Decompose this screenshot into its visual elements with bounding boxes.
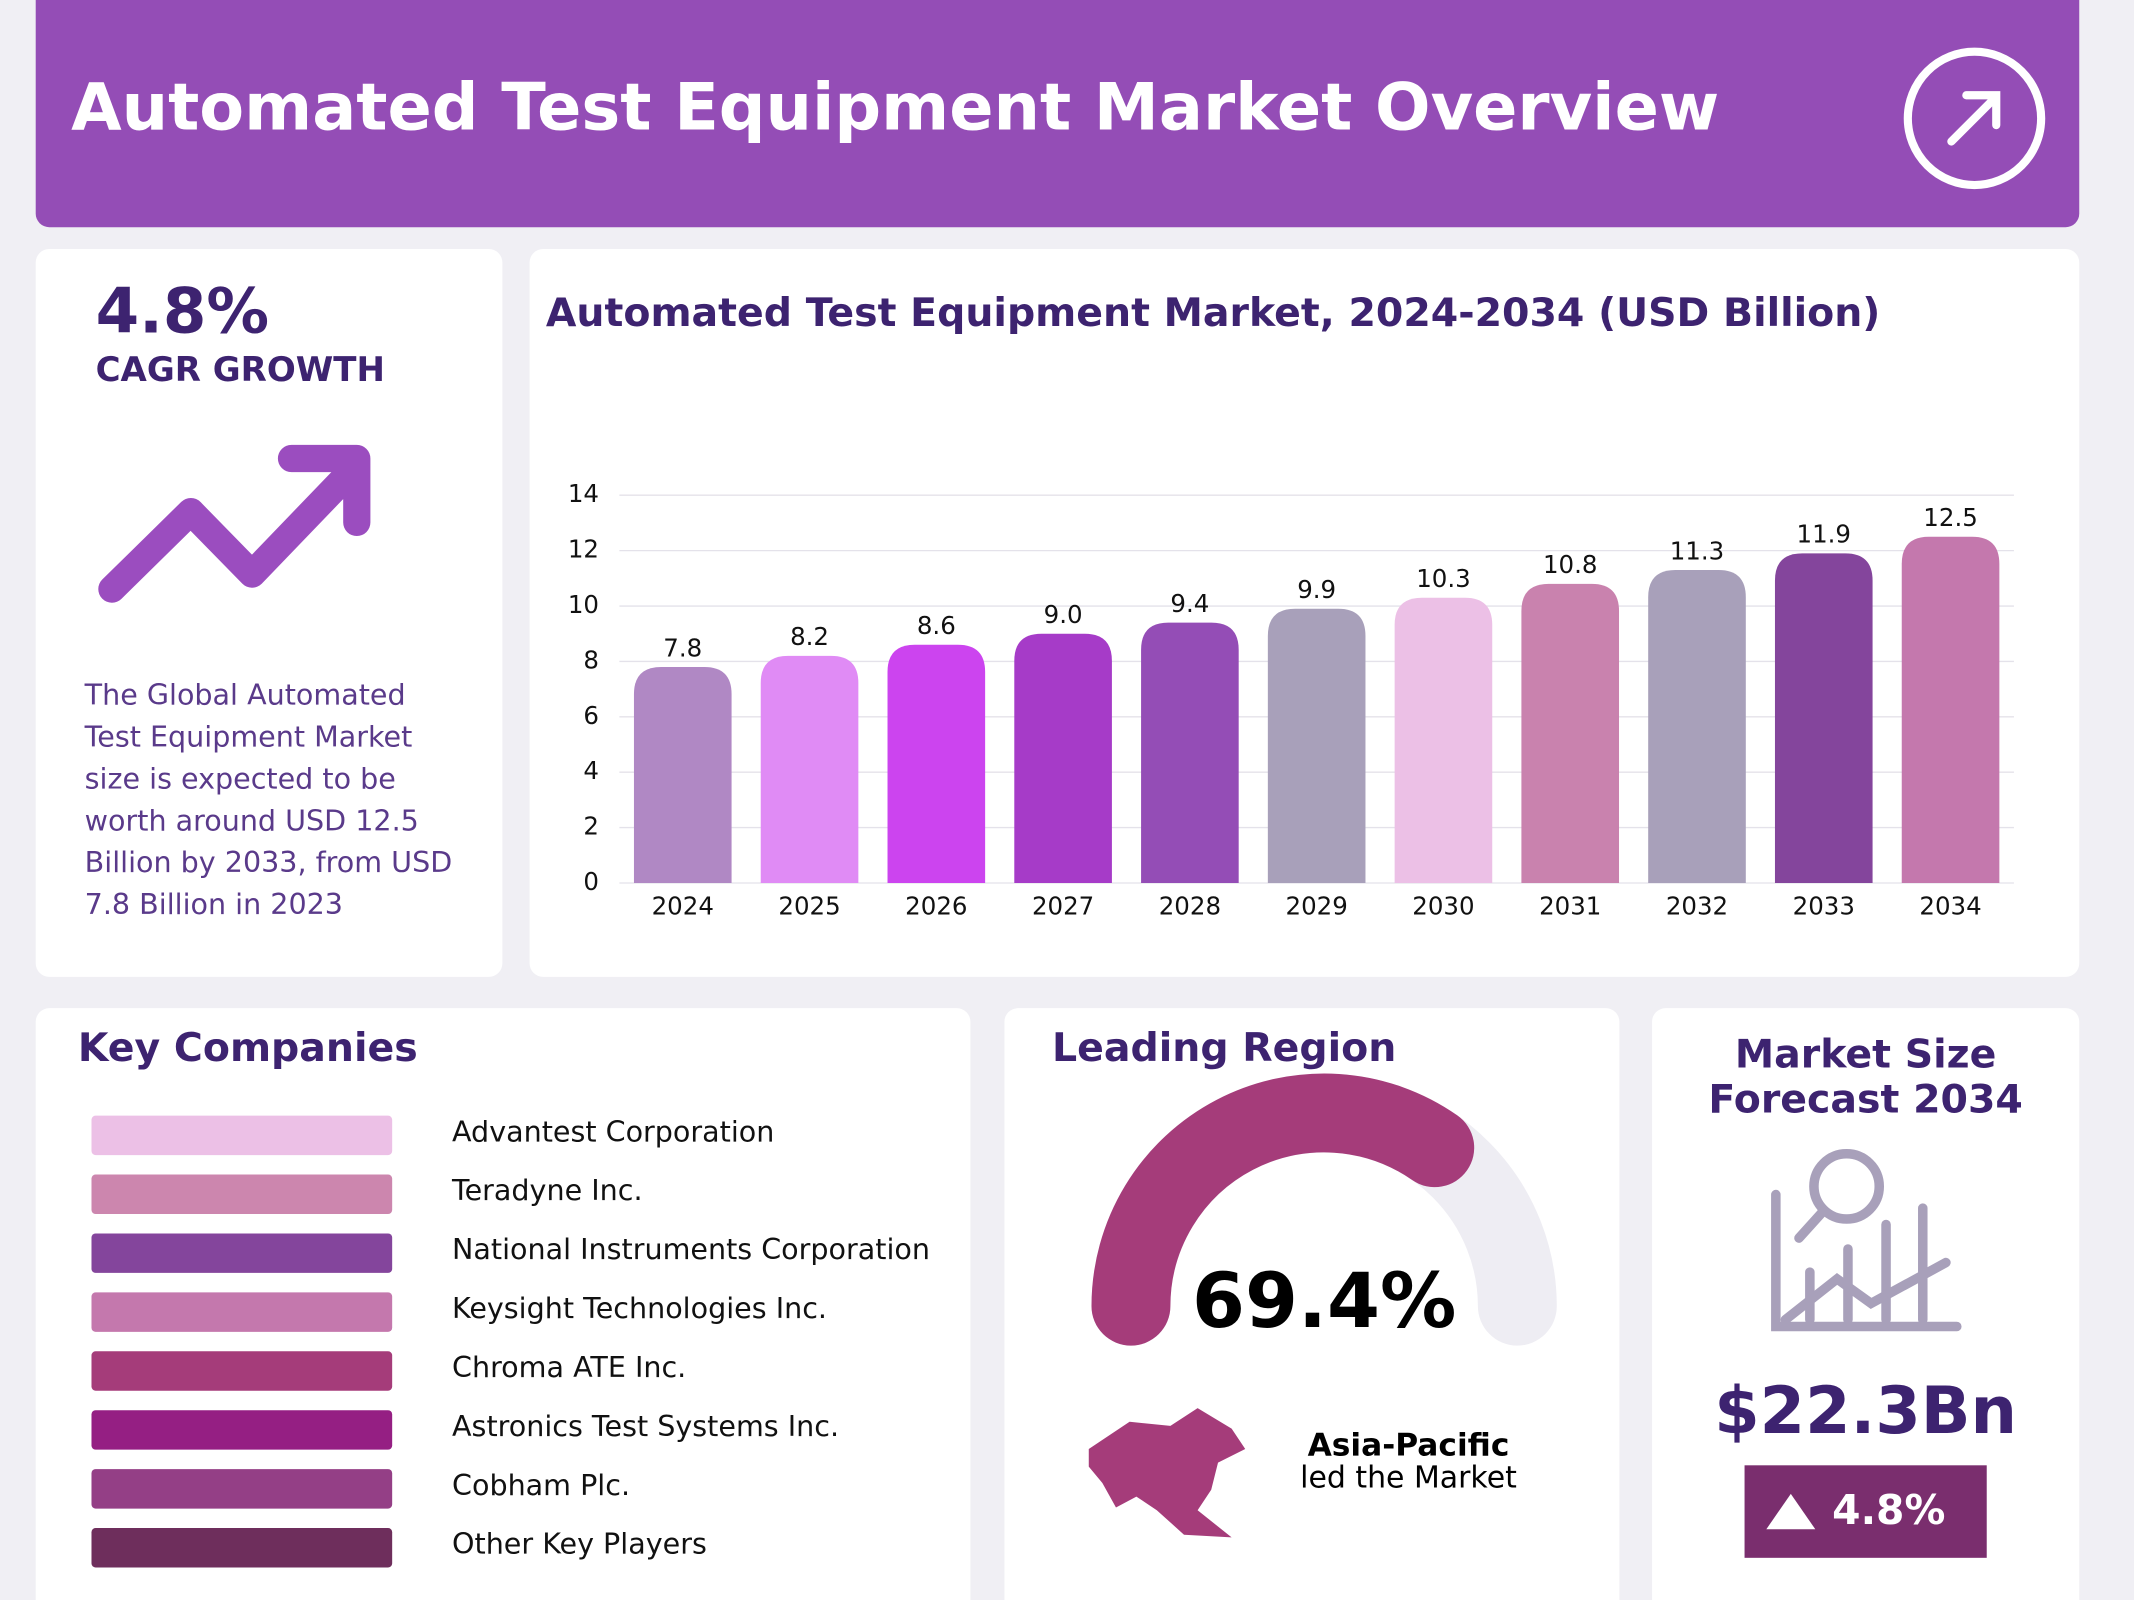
company-swatch [91, 1410, 393, 1450]
cagr-label: CAGR GROWTH [96, 350, 385, 390]
x-tick-label: 2030 [1412, 891, 1474, 920]
y-tick-label: 10 [568, 590, 599, 619]
y-tick-label: 6 [583, 701, 599, 730]
bar [633, 666, 732, 883]
company-swatch [91, 1174, 393, 1215]
growth-value: 4.8% [1832, 1486, 1945, 1534]
value-label: 9.0 [1044, 600, 1083, 629]
description-line: The Global Automated [84, 678, 406, 712]
x-tick-label: 2026 [905, 891, 967, 920]
value-label: 9.4 [1170, 589, 1209, 618]
bar-chart: 0 2 4 6 8 10 12 14 2024 7.8 2025 8.2 2026 8.6 2027 9.0 2… [568, 479, 2014, 920]
x-tick-label: 2029 [1286, 891, 1348, 920]
x-tick-label: 2032 [1666, 891, 1728, 920]
value-label: 12.5 [1923, 503, 1977, 532]
cagr-value: 4.8% [96, 275, 270, 348]
company-swatch [91, 1469, 393, 1509]
forecast-title: Forecast 2034 [1708, 1077, 2022, 1123]
header-bar [35, 0, 2080, 228]
cagr-card [35, 248, 503, 977]
company-name: National Instruments Corporation [452, 1232, 930, 1266]
y-tick-label: 0 [583, 867, 599, 896]
bar [1774, 553, 1873, 883]
company-name: Advantest Corporation [452, 1114, 774, 1148]
cagr-description: The Global Automated Test Equipment Marke… [84, 678, 453, 922]
bar [1014, 633, 1112, 883]
region-name: Asia-Pacific [1308, 1427, 1510, 1463]
company-name: Chroma ATE Inc. [452, 1350, 686, 1384]
region-map [1088, 1408, 1246, 1538]
value-label: 7.8 [663, 633, 702, 662]
x-tick-label: 2025 [778, 891, 840, 920]
value-label: 10.8 [1543, 550, 1597, 579]
x-tick-label: 2028 [1159, 891, 1221, 920]
bar [1648, 570, 1746, 883]
region-caption: led the Market [1300, 1460, 1517, 1495]
company-name: Keysight Technologies Inc. [452, 1291, 827, 1325]
description-line: 7.8 Billion in 2023 [85, 887, 343, 921]
x-tick-label: 2024 [652, 891, 714, 920]
up-triangle [1766, 1493, 1816, 1530]
company-swatch [91, 1292, 393, 1332]
x-tick-label: 2027 [1032, 891, 1094, 920]
company-name: Cobham Plc. [452, 1468, 630, 1502]
value-label: 9.9 [1297, 575, 1336, 604]
description-line: Billion by 2033, from USD [85, 845, 453, 879]
header-icon[interactable] [1903, 47, 2046, 190]
header-title: Automated Test Equipment Market Overview [71, 70, 1719, 146]
region-title: Leading Region [1052, 1025, 1396, 1071]
companies-title: Key Companies [78, 1025, 418, 1071]
company-swatch [91, 1233, 393, 1273]
value-label: 8.6 [917, 611, 956, 640]
gauge-value [1091, 1073, 1475, 1346]
forecast-title: Market Size [1735, 1032, 1996, 1078]
description-line: worth around USD 12.5 [85, 803, 419, 837]
companies-card [35, 1008, 971, 1600]
value-label: 8.2 [790, 622, 829, 651]
company-swatch [91, 1528, 393, 1568]
company-name: Astronics Test Systems Inc. [452, 1409, 839, 1443]
company-swatch [91, 1351, 393, 1391]
gauge [1091, 1073, 1557, 1346]
company-name: Other Key Players [452, 1527, 707, 1561]
growth-arrow [98, 444, 371, 603]
bar [1394, 597, 1493, 883]
y-tick-label: 4 [583, 756, 599, 785]
company-name: Teradyne Inc. [451, 1173, 643, 1207]
forecast-value: $22.3Bn [1714, 1373, 2017, 1449]
x-tick-label: 2033 [1793, 891, 1855, 920]
bar [887, 644, 986, 883]
x-tick-label: 2031 [1539, 891, 1601, 920]
y-tick-label: 8 [583, 645, 599, 674]
chart-title: Automated Test Equipment Market, 2024-20… [546, 290, 1880, 336]
bar [1521, 583, 1620, 883]
bar [760, 655, 859, 883]
value-label: 10.3 [1416, 564, 1470, 593]
y-tick-label: 14 [568, 479, 599, 508]
y-tick-label: 2 [583, 812, 599, 841]
value-label: 11.9 [1797, 520, 1851, 549]
forecast-icon [1771, 1148, 1962, 1332]
y-tick-label: 12 [568, 535, 599, 564]
company-swatch [91, 1115, 393, 1156]
bar [1141, 622, 1239, 883]
value-label: 11.3 [1670, 536, 1724, 565]
company-list: Advantest Corporation Teradyne Inc. Nation… [91, 1114, 930, 1568]
description-line: size is expected to be [85, 761, 396, 795]
x-tick-label: 2034 [1919, 891, 1981, 920]
bar [1267, 608, 1366, 883]
bar [1901, 536, 2000, 883]
description-line: Test Equipment Market [84, 720, 413, 754]
share-label: 69.4% [1192, 1256, 1456, 1345]
